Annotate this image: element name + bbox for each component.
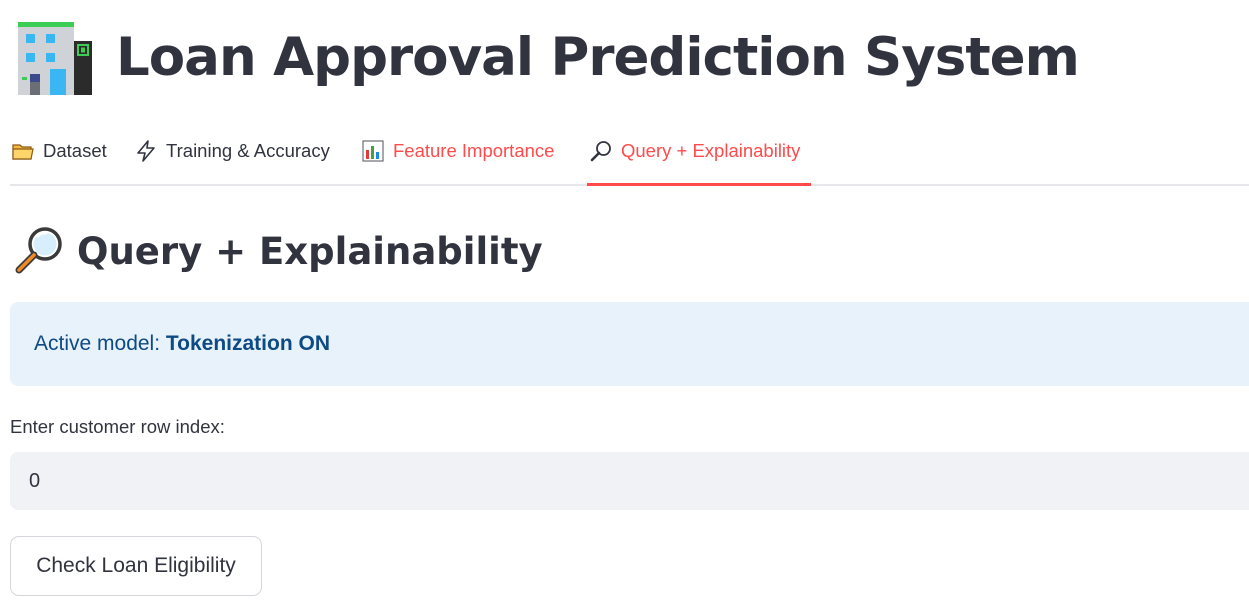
magnifier-icon: [15, 227, 62, 274]
tab-label: Training & Accuracy: [166, 140, 330, 161]
check-loan-eligibility-button[interactable]: Check Loan Eligibility: [10, 536, 262, 596]
active-model-info: Active model: Tokenization ON: [10, 302, 1249, 386]
header: Loan Approval Prediction System: [16, 18, 1080, 96]
info-prefix: Active model:: [34, 332, 166, 355]
tab-bar: Dataset Training & Accuracy Feature Impo…: [10, 128, 1249, 186]
tab-label: Query + Explainability: [621, 140, 801, 161]
bank-building-icon: [18, 22, 92, 95]
tab-label: Dataset: [43, 140, 107, 161]
bar-chart-icon: [362, 140, 384, 162]
page-title: Loan Approval Prediction System: [116, 26, 1080, 88]
info-message: Active model: Tokenization ON: [34, 332, 330, 356]
active-model-value: Tokenization ON: [165, 332, 331, 355]
tab-feature-importance[interactable]: Feature Importance: [362, 128, 554, 174]
tab-dataset[interactable]: Dataset: [12, 128, 107, 174]
lightning-icon: [137, 140, 155, 162]
section-header: Query + Explainability: [14, 226, 543, 276]
folder-icon: [12, 144, 34, 160]
magnifier-icon: [590, 141, 611, 162]
active-tab-indicator: [587, 183, 811, 186]
tab-label: Feature Importance: [393, 140, 555, 161]
tab-training-accuracy[interactable]: Training & Accuracy: [135, 128, 330, 174]
tab-query-explainability[interactable]: Query + Explainability: [590, 128, 800, 174]
row-index-input[interactable]: [10, 452, 1249, 510]
row-index-label: Enter customer row index:: [10, 416, 225, 437]
section-title: Query + Explainability: [77, 229, 543, 273]
